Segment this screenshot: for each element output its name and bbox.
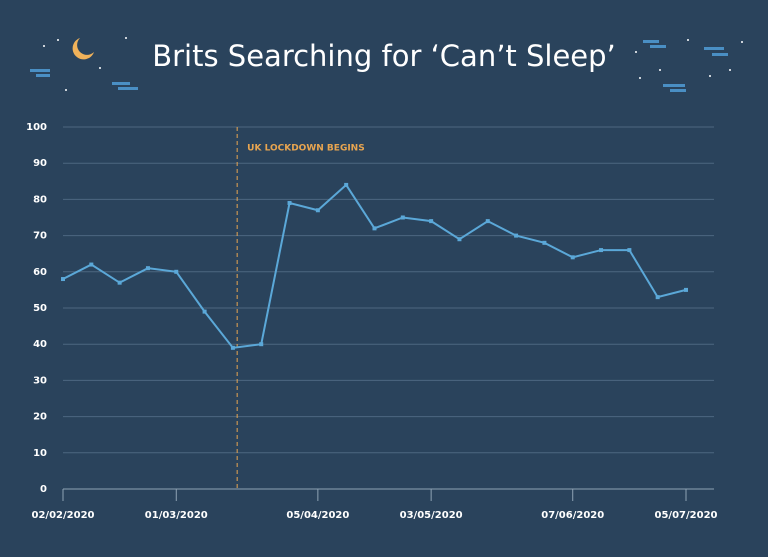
y-tick-label: 80 <box>33 194 47 205</box>
point <box>542 240 547 245</box>
point <box>117 280 122 285</box>
point <box>570 255 575 260</box>
point <box>61 277 65 282</box>
chart-title: Brits Searching for ‘Can’t Sleep’ <box>152 39 616 73</box>
point <box>457 237 462 242</box>
y-tick-label: 20 <box>33 412 47 423</box>
x-tick-label: 07/06/2020 <box>541 510 604 521</box>
x-tick-label: 02/02/2020 <box>32 510 95 521</box>
y-tick-label: 30 <box>33 375 47 386</box>
y-tick-label: 10 <box>33 448 47 459</box>
annotation-label: UK LOCKDOWN BEGINS <box>247 144 365 154</box>
y-tick-label: 70 <box>33 231 47 242</box>
y-tick-label: 0 <box>40 484 47 495</box>
point <box>684 287 688 292</box>
point <box>287 201 292 206</box>
y-tick-label: 50 <box>33 303 47 314</box>
point <box>400 215 405 220</box>
x-tick-label: 03/05/2020 <box>400 510 463 521</box>
x-tick-label: 01/03/2020 <box>145 510 208 521</box>
point <box>372 226 377 231</box>
point <box>599 248 604 253</box>
point <box>315 208 320 213</box>
point <box>230 345 235 350</box>
y-tick-label: 90 <box>33 158 47 169</box>
point <box>174 269 179 274</box>
point <box>627 248 632 253</box>
decoration <box>30 37 743 92</box>
point <box>202 309 207 314</box>
x-tick-label: 05/07/2020 <box>655 510 718 521</box>
y-tick-label: 100 <box>26 122 47 133</box>
y-tick-label: 60 <box>33 267 47 278</box>
point <box>259 342 264 347</box>
point <box>429 219 434 224</box>
point <box>485 219 490 224</box>
point <box>344 182 349 187</box>
point <box>89 262 94 267</box>
point <box>514 233 519 238</box>
point <box>655 295 660 300</box>
point <box>145 266 150 271</box>
x-tick-label: 05/04/2020 <box>286 510 349 521</box>
y-tick-label: 40 <box>33 339 47 350</box>
